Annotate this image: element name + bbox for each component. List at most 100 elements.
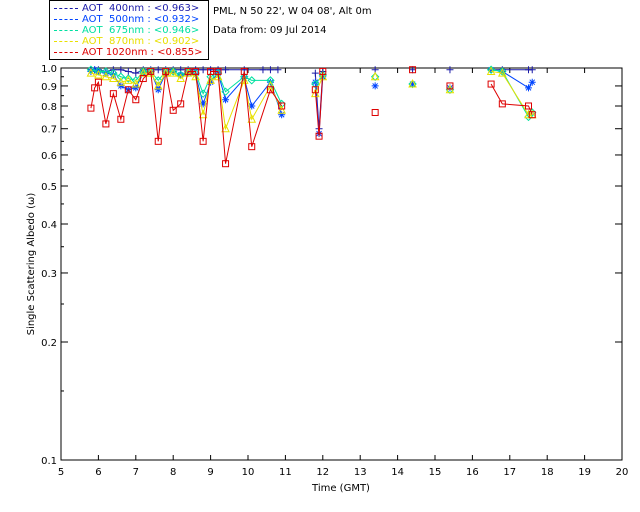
data-point [278, 111, 286, 119]
x-tick-label: 16 [466, 467, 479, 478]
data-point [132, 69, 140, 77]
x-tick-label: 12 [316, 467, 329, 478]
data-point [132, 84, 140, 92]
data-point [446, 84, 454, 92]
data-point [408, 78, 417, 88]
data-point [94, 69, 103, 79]
data-point [528, 66, 536, 74]
data-point [109, 73, 118, 83]
data-point [240, 75, 248, 83]
series-4 [87, 66, 536, 168]
data-point [117, 82, 125, 90]
data-point [117, 66, 125, 74]
data-point [371, 82, 379, 90]
x-tick-label: 10 [242, 467, 255, 478]
data-point [154, 66, 162, 74]
x-tick-label: 5 [58, 467, 64, 478]
data-point [278, 102, 286, 110]
plot-frame [60, 67, 623, 461]
y-tick-label: 1.0 [41, 64, 57, 75]
data-point [117, 115, 125, 123]
data-point [240, 67, 248, 75]
data-point [259, 66, 267, 74]
data-point [222, 66, 230, 74]
data-point [528, 78, 536, 86]
legend-label: AOT 400nm : <0.963> [82, 3, 200, 14]
legend-swatch [54, 52, 78, 53]
data-point [169, 106, 177, 114]
data-point [248, 102, 256, 110]
site-info: PML, N 50 22', W 04 08', Alt 0m [213, 6, 372, 17]
legend-item-870nm: AOT 870nm : <0.902> [50, 36, 208, 47]
legend-swatch [54, 30, 78, 31]
x-tick-label: 19 [578, 467, 591, 478]
legend-label: AOT 675nm : <0.946> [82, 25, 200, 36]
series-line [90, 70, 533, 131]
y-tick-label: 0.4 [41, 220, 57, 231]
data-point [221, 123, 230, 133]
data-point [248, 143, 256, 151]
data-point [274, 66, 282, 74]
date-info: Data from: 09 Jul 2014 [213, 25, 327, 36]
data-point [161, 68, 171, 77]
legend-swatch [54, 19, 78, 20]
x-tick-label: 13 [354, 467, 367, 478]
data-point [147, 67, 155, 75]
x-tick-label: 17 [503, 467, 516, 478]
data-point [124, 86, 132, 94]
data-point [207, 67, 215, 75]
data-point [446, 82, 454, 90]
data-point [498, 100, 506, 108]
data-point [408, 79, 417, 89]
data-point [199, 66, 207, 74]
data-point [311, 78, 319, 86]
legend-item-500nm: AOT 500nm : <0.932> [50, 14, 208, 25]
x-tick-label: 6 [95, 467, 101, 478]
legend-label: AOT 500nm : <0.932> [82, 14, 200, 25]
data-point [315, 132, 323, 140]
x-tick-label: 11 [279, 467, 292, 478]
data-point [109, 90, 117, 98]
data-point [206, 75, 215, 84]
data-point [154, 86, 162, 94]
x-tick-label: 18 [541, 467, 554, 478]
data-point [116, 77, 126, 86]
data-point [124, 74, 133, 83]
legend-label: AOT 870nm : <0.902> [82, 36, 200, 47]
x-tick-label: 20 [616, 467, 629, 478]
x-tick-label: 15 [429, 467, 442, 478]
data-point [222, 96, 230, 104]
data-point [101, 67, 111, 76]
data-point [192, 67, 200, 75]
y-tick-label: 0.9 [41, 82, 57, 93]
y-tick-label: 0.3 [41, 269, 57, 280]
series-line [90, 70, 533, 164]
data-point [266, 76, 275, 85]
data-point [102, 120, 110, 128]
data-point [162, 67, 170, 75]
data-point [409, 80, 417, 88]
x-tick-label: 7 [133, 467, 139, 478]
axis-ticks: 5 6 7 8 9 10 11 12 13 14 15 16 17 18 19 20 0.1 0.2 0.3 0.4 0… [41, 64, 628, 478]
data-point [116, 72, 126, 81]
legend-item-675nm: AOT 675nm : <0.946> [50, 25, 208, 36]
data-point [168, 68, 178, 77]
data-point [487, 66, 495, 74]
data-point [87, 104, 95, 112]
data-point [409, 66, 417, 74]
legend-swatch [54, 41, 78, 42]
data-point [183, 68, 193, 77]
series-3 [86, 66, 537, 133]
data-point [371, 108, 379, 116]
data-point [138, 68, 148, 77]
data-point [154, 137, 162, 145]
legend-swatch [54, 8, 78, 9]
data-point [198, 89, 208, 98]
y-tick-label: 0.7 [41, 125, 57, 136]
data-point [221, 87, 230, 96]
y-tick-label: 0.2 [41, 338, 57, 349]
data-point [446, 66, 454, 74]
data-point [370, 71, 380, 81]
data-point [409, 66, 417, 74]
data-point [487, 80, 495, 88]
